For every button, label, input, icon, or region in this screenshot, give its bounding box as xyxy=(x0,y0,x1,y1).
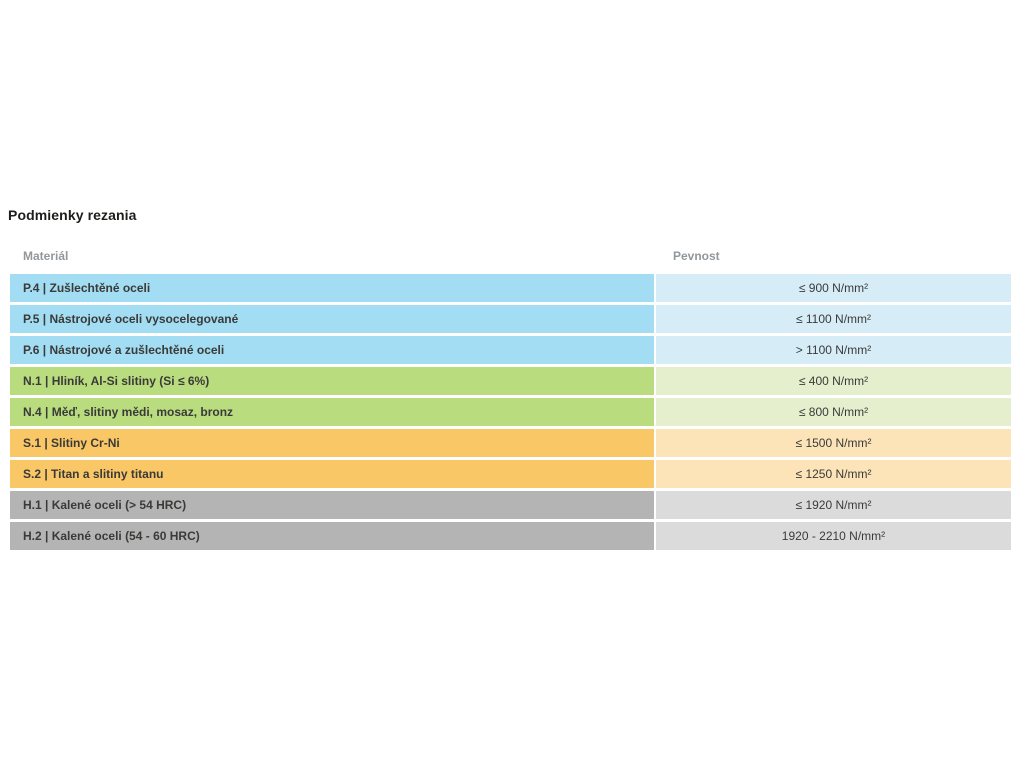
material-cell: N.4 | Měď, slitiny mědi, mosaz, bronz xyxy=(10,398,654,426)
material-cell: N.1 | Hliník, Al-Si slitiny (Si ≤ 6%) xyxy=(10,367,654,395)
material-cell: H.1 | Kalené oceli (> 54 HRC) xyxy=(10,491,654,519)
table-row: P.5 | Nástrojové oceli vysocelegované ≤ 1… xyxy=(10,305,1011,333)
material-cell: H.2 | Kalené oceli (54 - 60 HRC) xyxy=(10,522,654,550)
pevnost-cell: ≤ 1920 N/mm² xyxy=(656,491,1011,519)
table-row: S.1 | Slitiny Cr-Ni ≤ 1500 N/mm² xyxy=(10,429,1011,457)
pevnost-cell: ≤ 400 N/mm² xyxy=(656,367,1011,395)
pevnost-cell: ≤ 1100 N/mm² xyxy=(656,305,1011,333)
material-cell: S.1 | Slitiny Cr-Ni xyxy=(10,429,654,457)
column-header-material: Materiál xyxy=(23,249,69,263)
table-row: H.2 | Kalené oceli (54 - 60 HRC) 1920 - 2… xyxy=(10,522,1011,550)
table-header-row: Materiál Pevnost xyxy=(10,249,1011,263)
table-row: P.4 | Zušlechtěné oceli ≤ 900 N/mm² xyxy=(10,274,1011,302)
table-row: P.6 | Nástrojové a zušlechtěné oceli > 11… xyxy=(10,336,1011,364)
material-cell: P.6 | Nástrojové a zušlechtěné oceli xyxy=(10,336,654,364)
pevnost-cell: 1920 - 2210 N/mm² xyxy=(656,522,1011,550)
table-row: N.1 | Hliník, Al-Si slitiny (Si ≤ 6%) ≤ 4… xyxy=(10,367,1011,395)
material-cell: P.5 | Nástrojové oceli vysocelegované xyxy=(10,305,654,333)
table-row: H.1 | Kalené oceli (> 54 HRC) ≤ 1920 N/mm… xyxy=(10,491,1011,519)
pevnost-cell: > 1100 N/mm² xyxy=(656,336,1011,364)
material-cell: S.2 | Titan a slitiny titanu xyxy=(10,460,654,488)
column-header-pevnost: Pevnost xyxy=(673,249,720,263)
pevnost-cell: ≤ 1250 N/mm² xyxy=(656,460,1011,488)
pevnost-cell: ≤ 900 N/mm² xyxy=(656,274,1011,302)
page-title: Podmienky rezania xyxy=(8,207,137,223)
table-row: N.4 | Měď, slitiny mědi, mosaz, bronz ≤ 8… xyxy=(10,398,1011,426)
table-body: P.4 | Zušlechtěné oceli ≤ 900 N/mm² P.5 | … xyxy=(10,274,1011,550)
pevnost-cell: ≤ 1500 N/mm² xyxy=(656,429,1011,457)
pevnost-cell: ≤ 800 N/mm² xyxy=(656,398,1011,426)
cutting-conditions-table: Materiál Pevnost P.4 | Zušlechtěné oceli… xyxy=(10,249,1011,553)
material-cell: P.4 | Zušlechtěné oceli xyxy=(10,274,654,302)
table-row: S.2 | Titan a slitiny titanu ≤ 1250 N/mm² xyxy=(10,460,1011,488)
